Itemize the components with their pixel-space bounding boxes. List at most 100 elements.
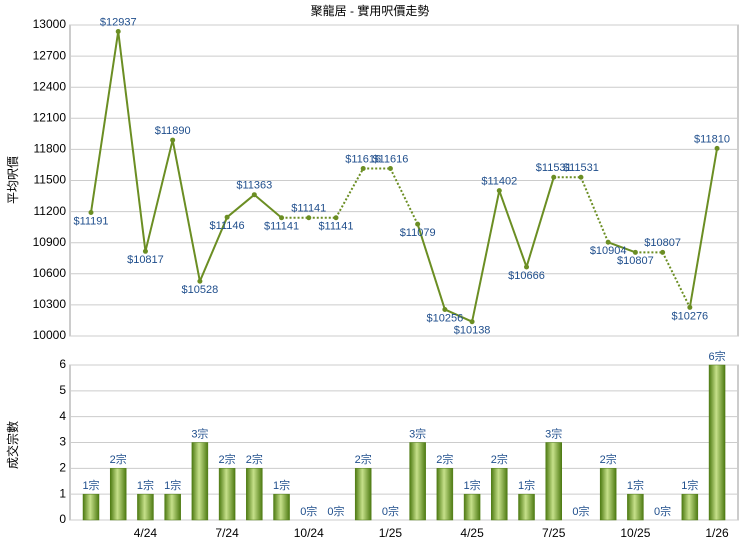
data-label: $10256 [427,312,464,324]
point [632,249,638,255]
point [306,215,312,221]
data-label: 3宗 [409,426,426,440]
line-segment [90,31,120,213]
line-segment [525,176,555,268]
y-axis-label: 平均呎價 [6,156,20,204]
y-tick-label: 4 [59,409,66,423]
bar [273,493,290,521]
line-segment [471,190,501,322]
y-tick-label: 11500 [34,173,67,187]
point [224,214,230,220]
data-label: $11363 [236,180,272,192]
y-tick-label: 10900 [33,235,67,249]
data-label: 2宗 [436,452,453,466]
x-tick-label: 10/24 [294,526,324,540]
data-label: $10904 [590,245,627,257]
y-tick-label: 6 [59,357,66,371]
line-segment [253,193,283,219]
point [605,239,611,245]
line-segment [607,241,636,254]
y-tick-label: 10000 [33,328,67,342]
data-label: 2宗 [110,452,127,466]
bar [545,442,562,521]
x-tick-label: 10/25 [620,526,650,540]
x-tick-label: 7/25 [542,526,566,540]
data-label: 2宗 [491,452,508,466]
data-label: 1宗 [464,478,481,492]
point [251,192,257,198]
data-label: $11531 [536,162,572,174]
y-tick-label: 13000 [33,17,67,31]
point [170,137,176,143]
data-label: 3宗 [545,426,562,440]
point [387,165,393,171]
data-label: 2宗 [246,452,263,466]
x-tick-label: 7/24 [215,526,239,540]
line-segment [688,148,719,308]
data-label: 1宗 [681,478,698,492]
data-label: $11141 [264,221,299,233]
bar [246,468,263,521]
point [714,145,720,151]
data-label: 3宗 [191,426,208,440]
point [442,306,448,312]
bar [218,468,236,521]
data-label: $11191 [73,215,108,227]
point [360,165,366,171]
point [687,304,693,310]
data-label: $10807 [617,255,654,267]
data-label: $11402 [481,176,517,188]
data-label: $11146 [210,220,245,232]
data-label: 0宗 [327,504,344,518]
data-label: 1宗 [273,478,290,492]
bar [164,493,181,521]
y-tick-label: 10300 [33,297,67,311]
bar [354,468,372,521]
y-tick-label: 2 [59,461,66,475]
data-label: 2宗 [355,452,372,466]
bar [627,493,644,521]
data-label: 6宗 [708,349,725,363]
bar [82,493,100,521]
line-segment [226,193,255,218]
data-label: 0宗 [572,504,589,518]
line-segment [171,139,201,282]
point [333,215,339,221]
point [551,174,557,180]
bar [708,364,726,521]
line-segment [198,216,229,282]
y-tick-label: 10600 [33,266,67,280]
point [197,278,203,284]
data-label: 1宗 [137,478,154,492]
point [578,174,584,180]
y-tick-label: 12700 [33,48,67,62]
bar [463,493,481,521]
data-label: 0宗 [382,504,399,518]
data-label: 1宗 [164,478,181,492]
data-label: 2宗 [219,452,236,466]
data-label: 1宗 [518,478,535,492]
bar [518,493,535,521]
y-tick-label: 11800 [34,142,67,156]
line-segment [144,139,174,252]
line-segment [335,167,365,219]
x-tick-label: 4/25 [460,526,484,540]
point [88,210,94,216]
data-label: 2宗 [600,452,617,466]
bar [599,468,617,521]
line-segment [444,308,473,323]
line-segment [416,223,446,310]
data-label: $11890 [155,125,191,137]
data-label: $12937 [100,16,137,28]
point [415,221,421,227]
point [142,248,148,254]
point [496,188,502,194]
y-tick-label: 5 [59,383,66,397]
point [660,249,666,255]
y-tick-label: 12100 [33,110,67,124]
x-tick-label: 1/26 [705,526,729,540]
data-label: $10666 [508,270,545,282]
data-label: $11616 [372,153,408,165]
x-tick-label: 1/25 [379,526,403,540]
